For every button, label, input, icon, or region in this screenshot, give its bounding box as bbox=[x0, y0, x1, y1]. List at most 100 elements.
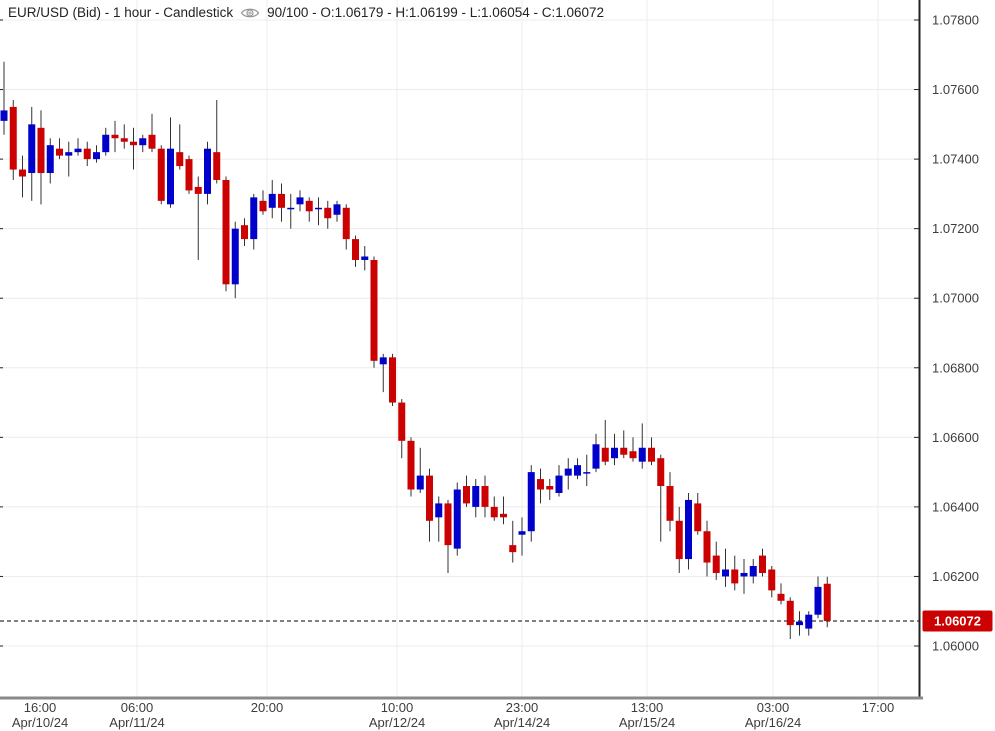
candle-down[interactable] bbox=[241, 218, 248, 247]
candle-down[interactable] bbox=[703, 520, 711, 577]
candle-down[interactable] bbox=[648, 437, 655, 466]
candle-down[interactable] bbox=[148, 113, 156, 153]
candle-up[interactable] bbox=[574, 458, 581, 480]
candle-up[interactable] bbox=[139, 134, 147, 153]
candle-up[interactable] bbox=[250, 193, 258, 250]
candle-down[interactable] bbox=[657, 454, 665, 542]
candle-down[interactable] bbox=[768, 566, 776, 598]
candle-down[interactable] bbox=[259, 190, 267, 215]
candle-down[interactable] bbox=[19, 155, 26, 198]
candle-up[interactable] bbox=[435, 496, 443, 542]
candle-down[interactable] bbox=[444, 499, 452, 573]
candle-up[interactable] bbox=[564, 458, 572, 490]
candle-up[interactable] bbox=[527, 465, 535, 542]
candle-body bbox=[749, 566, 757, 577]
candle-down[interactable] bbox=[130, 127, 137, 170]
candle-down[interactable] bbox=[509, 520, 517, 563]
candle-up[interactable] bbox=[740, 559, 748, 594]
candle-up[interactable] bbox=[46, 138, 54, 184]
candle-up[interactable] bbox=[204, 141, 211, 205]
candle-down[interactable] bbox=[9, 99, 17, 180]
candle-up[interactable] bbox=[685, 492, 692, 570]
candle-down[interactable] bbox=[601, 419, 609, 466]
candle-down[interactable] bbox=[194, 176, 202, 260]
candle-up[interactable] bbox=[805, 611, 813, 636]
candle-down[interactable] bbox=[629, 437, 637, 462]
candle-down[interactable] bbox=[185, 155, 193, 194]
candle-down[interactable] bbox=[352, 235, 359, 267]
candle-down[interactable] bbox=[675, 506, 683, 573]
candle-down[interactable] bbox=[56, 138, 63, 160]
candle-up[interactable] bbox=[555, 465, 563, 497]
candle-down[interactable] bbox=[213, 99, 221, 184]
candle-up[interactable] bbox=[315, 197, 322, 226]
candle-up[interactable] bbox=[453, 482, 461, 556]
candle-up[interactable] bbox=[268, 179, 276, 219]
candle-up[interactable] bbox=[592, 433, 600, 473]
candle-down[interactable] bbox=[278, 183, 285, 222]
candle-up[interactable] bbox=[416, 447, 424, 493]
candle-up[interactable] bbox=[93, 145, 100, 163]
candle-body bbox=[379, 357, 387, 365]
candle-down[interactable] bbox=[222, 176, 230, 292]
candle-down[interactable] bbox=[620, 430, 628, 459]
candle-up[interactable] bbox=[472, 479, 480, 518]
candle-down[interactable] bbox=[777, 583, 785, 605]
candle-up[interactable] bbox=[361, 246, 369, 271]
candle-up[interactable] bbox=[28, 106, 36, 201]
candle-up[interactable] bbox=[518, 517, 526, 556]
candle-up[interactable] bbox=[0, 61, 8, 135]
candle-up[interactable] bbox=[102, 127, 110, 156]
candle-up[interactable] bbox=[65, 141, 73, 177]
candle-down[interactable] bbox=[694, 492, 702, 535]
candle-down[interactable] bbox=[407, 437, 415, 497]
visibility-icon[interactable] bbox=[240, 6, 260, 20]
y-axis-label: 1.06800 bbox=[932, 360, 979, 375]
candle-up[interactable] bbox=[167, 117, 174, 208]
candle-down[interactable] bbox=[481, 475, 489, 518]
candle-body bbox=[463, 486, 470, 504]
candle-down[interactable] bbox=[398, 399, 406, 459]
candle-body bbox=[675, 520, 683, 560]
candle-down[interactable] bbox=[823, 576, 831, 628]
candle-down[interactable] bbox=[370, 256, 378, 368]
candle-down[interactable] bbox=[731, 555, 739, 591]
candle-down[interactable] bbox=[157, 145, 165, 205]
candle-up[interactable] bbox=[74, 138, 82, 156]
candle-down[interactable] bbox=[463, 475, 470, 507]
candle-up[interactable] bbox=[583, 454, 591, 487]
candle-down[interactable] bbox=[83, 141, 91, 167]
candle-down[interactable] bbox=[176, 124, 184, 170]
candle-down[interactable] bbox=[712, 541, 720, 580]
candle-down[interactable] bbox=[426, 468, 433, 542]
candle-up[interactable] bbox=[722, 548, 729, 587]
candle-down[interactable] bbox=[666, 472, 674, 532]
candle-down[interactable] bbox=[490, 496, 498, 521]
candle-down[interactable] bbox=[759, 548, 766, 577]
candle-down[interactable] bbox=[537, 468, 544, 504]
candle-up[interactable] bbox=[611, 433, 618, 466]
candle-down[interactable] bbox=[500, 496, 507, 525]
x-axis-date-label: Apr/14/24 bbox=[494, 715, 550, 730]
candle-down[interactable] bbox=[305, 197, 313, 222]
candle-down[interactable] bbox=[342, 204, 350, 250]
candle-up[interactable] bbox=[333, 200, 341, 222]
candle-up[interactable] bbox=[379, 353, 387, 393]
candle-down[interactable] bbox=[389, 353, 396, 407]
candle-body bbox=[786, 600, 794, 626]
candle-up[interactable] bbox=[296, 190, 304, 212]
candle-down[interactable] bbox=[786, 597, 794, 640]
candle-up[interactable] bbox=[796, 611, 803, 636]
candle-up[interactable] bbox=[231, 221, 239, 299]
candle-down[interactable] bbox=[37, 110, 45, 205]
candle-body bbox=[416, 475, 424, 490]
candle-down[interactable] bbox=[120, 124, 128, 149]
candle-up[interactable] bbox=[814, 576, 822, 619]
candle-up[interactable] bbox=[287, 193, 295, 229]
candle-up[interactable] bbox=[749, 559, 757, 584]
candle-down[interactable] bbox=[324, 200, 332, 229]
candle-up[interactable] bbox=[638, 423, 646, 469]
candle-down[interactable] bbox=[111, 120, 119, 153]
candle-down[interactable] bbox=[546, 479, 554, 500]
